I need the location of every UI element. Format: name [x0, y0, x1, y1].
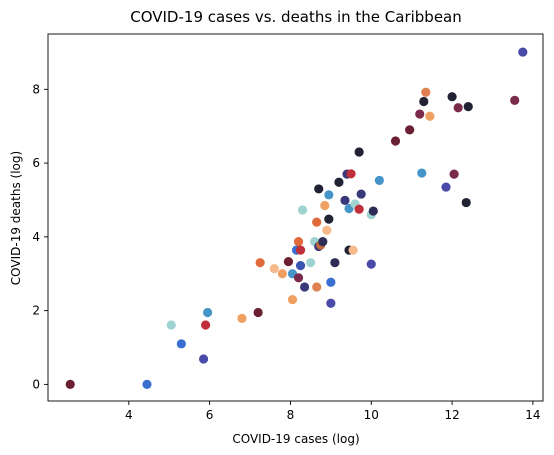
data-point: [312, 282, 321, 291]
data-point: [296, 261, 305, 270]
data-point: [288, 295, 297, 304]
data-point: [367, 260, 376, 269]
x-tick-label: 12: [444, 408, 459, 422]
data-point: [415, 109, 424, 118]
data-point: [167, 320, 176, 329]
data-point: [203, 308, 212, 317]
data-point: [199, 354, 208, 363]
x-tick-label: 8: [287, 408, 295, 422]
y-tick-label: 8: [32, 82, 40, 96]
data-point: [357, 189, 366, 198]
data-point: [201, 320, 210, 329]
data-point: [464, 102, 473, 111]
data-point: [318, 237, 327, 246]
data-point: [518, 47, 527, 56]
data-point: [447, 92, 456, 101]
data-point: [177, 339, 186, 348]
data-point: [340, 196, 349, 205]
y-tick-label: 0: [32, 377, 40, 391]
data-point: [417, 168, 426, 177]
x-tick-label: 14: [525, 408, 540, 422]
data-point: [450, 170, 459, 179]
data-point: [421, 88, 430, 97]
data-point: [256, 258, 265, 267]
data-point: [510, 96, 519, 105]
data-point: [375, 176, 384, 185]
data-point: [278, 269, 287, 278]
plot-area: 4 6 8 10 12 14 0 2 4 6 8: [32, 34, 543, 422]
data-point: [355, 147, 364, 156]
data-point: [254, 308, 263, 317]
data-point: [142, 380, 151, 389]
data-point: [454, 103, 463, 112]
data-point: [66, 380, 75, 389]
data-point: [348, 246, 357, 255]
x-tick-label: 6: [206, 408, 214, 422]
data-point: [312, 218, 321, 227]
data-point: [462, 198, 471, 207]
data-point: [425, 112, 434, 121]
data-point: [322, 226, 331, 235]
data-point: [300, 282, 309, 291]
data-point: [334, 178, 343, 187]
x-tick-label: 4: [125, 408, 133, 422]
data-point: [270, 264, 279, 273]
data-point: [306, 258, 315, 267]
data-point: [391, 136, 400, 145]
data-point: [237, 314, 246, 323]
data-point: [320, 201, 329, 210]
x-axis-label: COVID-19 cases (log): [232, 432, 359, 446]
data-point: [294, 237, 303, 246]
data-point: [296, 246, 305, 255]
plot-frame: [48, 34, 543, 401]
data-point: [324, 215, 333, 224]
y-tick-label: 4: [32, 230, 40, 244]
data-point: [298, 205, 307, 214]
data-point: [326, 278, 335, 287]
data-point: [346, 169, 355, 178]
y-tick-label: 2: [32, 304, 40, 318]
y-tick-label: 6: [32, 156, 40, 170]
data-point: [419, 97, 428, 106]
data-point: [284, 257, 293, 266]
x-tick-label: 10: [364, 408, 379, 422]
data-point: [324, 190, 333, 199]
data-point: [294, 273, 303, 282]
y-axis-label: COVID-19 deaths (log): [9, 151, 23, 285]
data-point: [355, 205, 364, 214]
data-point: [326, 299, 335, 308]
data-point: [330, 258, 339, 267]
data-point: [314, 184, 323, 193]
data-point: [405, 125, 414, 134]
data-point: [369, 206, 378, 215]
chart-title: COVID-19 cases vs. deaths in the Caribbe…: [130, 8, 462, 26]
data-point: [441, 182, 450, 191]
